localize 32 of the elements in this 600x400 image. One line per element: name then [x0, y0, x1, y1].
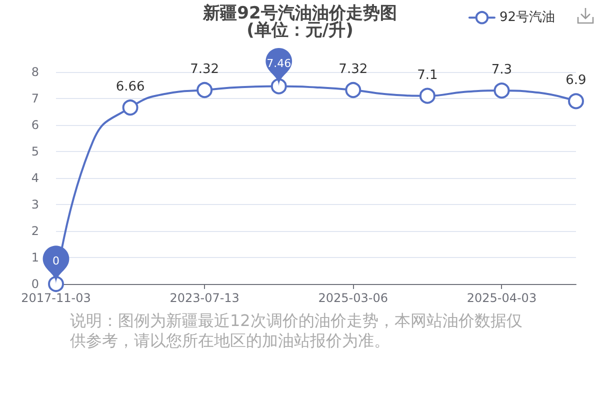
data-label: 7.1: [417, 68, 438, 83]
point: [494, 82, 510, 99]
chart-subtitle: (单位：元/升): [246, 20, 354, 40]
y-tick-label: 5: [31, 144, 39, 158]
x-tick-label: 2023-07-13: [170, 291, 240, 305]
y-tick-label: 2: [31, 224, 39, 238]
y-tick-label: 7: [31, 92, 39, 106]
y-tick-label: 4: [31, 171, 39, 185]
data-label: 7.32: [190, 62, 220, 78]
point: [122, 100, 138, 116]
point: [48, 276, 64, 292]
data-label: 6.66: [116, 80, 145, 95]
y-tick-label: 3: [31, 198, 39, 212]
x-tick-label: 2025-03-06: [318, 291, 388, 305]
x-tick-label: 2017-11-03: [21, 291, 91, 305]
y-tick-label: 0: [31, 277, 39, 291]
legend-label: 92号汽油: [499, 10, 556, 26]
point: [196, 82, 213, 98]
data-label: 7.3: [491, 62, 512, 78]
annotation: 7.46: [266, 56, 292, 70]
data-label: 7.32: [338, 62, 368, 78]
data-label: 6.9: [566, 73, 586, 88]
y-tick-label: 8: [31, 65, 39, 79]
y-tick-label: 6: [31, 118, 39, 132]
y-tick-label: 1: [31, 250, 39, 264]
point: [270, 78, 287, 94]
point: [419, 88, 436, 104]
point: [345, 82, 362, 98]
text: 说明：图例为新疆最近12次调价的油价走势，本网站油价数据仅供参考，请以您所在地区的加油站报价为准。: [70, 311, 524, 351]
point: [568, 93, 584, 110]
annotation: 0: [52, 254, 60, 268]
x-tick-label: 2025-04-03: [466, 291, 537, 305]
